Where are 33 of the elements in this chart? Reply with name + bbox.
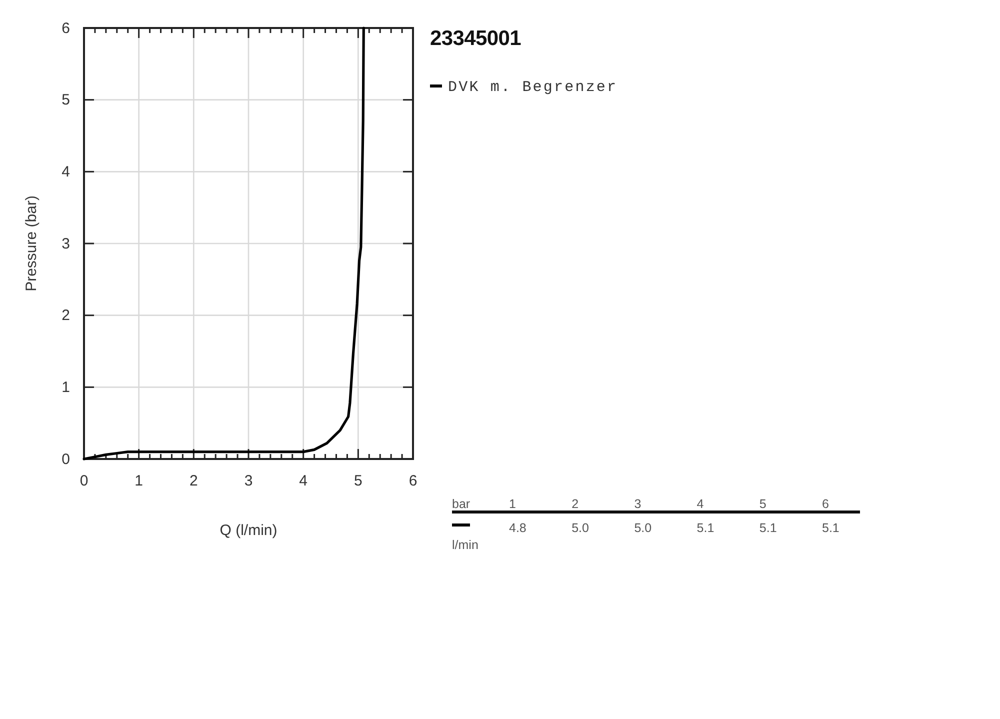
text: 5 (759, 497, 766, 511)
legend-label: DVK m. Begrenzer (448, 79, 618, 96)
text: 5.1 (696, 521, 714, 535)
text: 5.0 (572, 521, 590, 535)
y-tick-label: 0 (62, 450, 70, 468)
x-tick-label: 0 (80, 472, 88, 490)
x-tick-label: 4 (299, 472, 308, 490)
text: 1 (509, 497, 516, 511)
x-tick-label: 2 (189, 472, 198, 490)
text: 3 (634, 497, 642, 511)
y-tick-label: 1 (62, 378, 70, 396)
y-tick-label: 3 (62, 235, 70, 252)
text: 23345001 (430, 27, 522, 50)
x-axis-title: Q (l/min) (220, 522, 278, 539)
x-tick-label: 3 (244, 472, 253, 490)
x-tick-label: 5 (354, 472, 362, 490)
text: 5.1 (759, 521, 777, 535)
text: 4 (696, 497, 704, 511)
y-tick-label: 4 (62, 163, 70, 180)
text: bar (452, 497, 470, 511)
line-series (82, 26, 365, 460)
text: 6 (822, 497, 829, 511)
x-tick-label: 6 (408, 472, 418, 490)
text: 5.0 (634, 521, 652, 535)
y-tick-label: 5 (62, 92, 70, 109)
text: 4.8 (509, 521, 526, 535)
y-tick-label: 2 (62, 307, 70, 324)
text: l/min (452, 538, 478, 552)
x-tick-label: 1 (134, 472, 144, 490)
y-axis-title: Pressure (bar) (23, 196, 40, 292)
y-tick-label: 6 (62, 20, 70, 37)
text: 2 (572, 497, 579, 511)
text: 5.1 (822, 521, 840, 535)
